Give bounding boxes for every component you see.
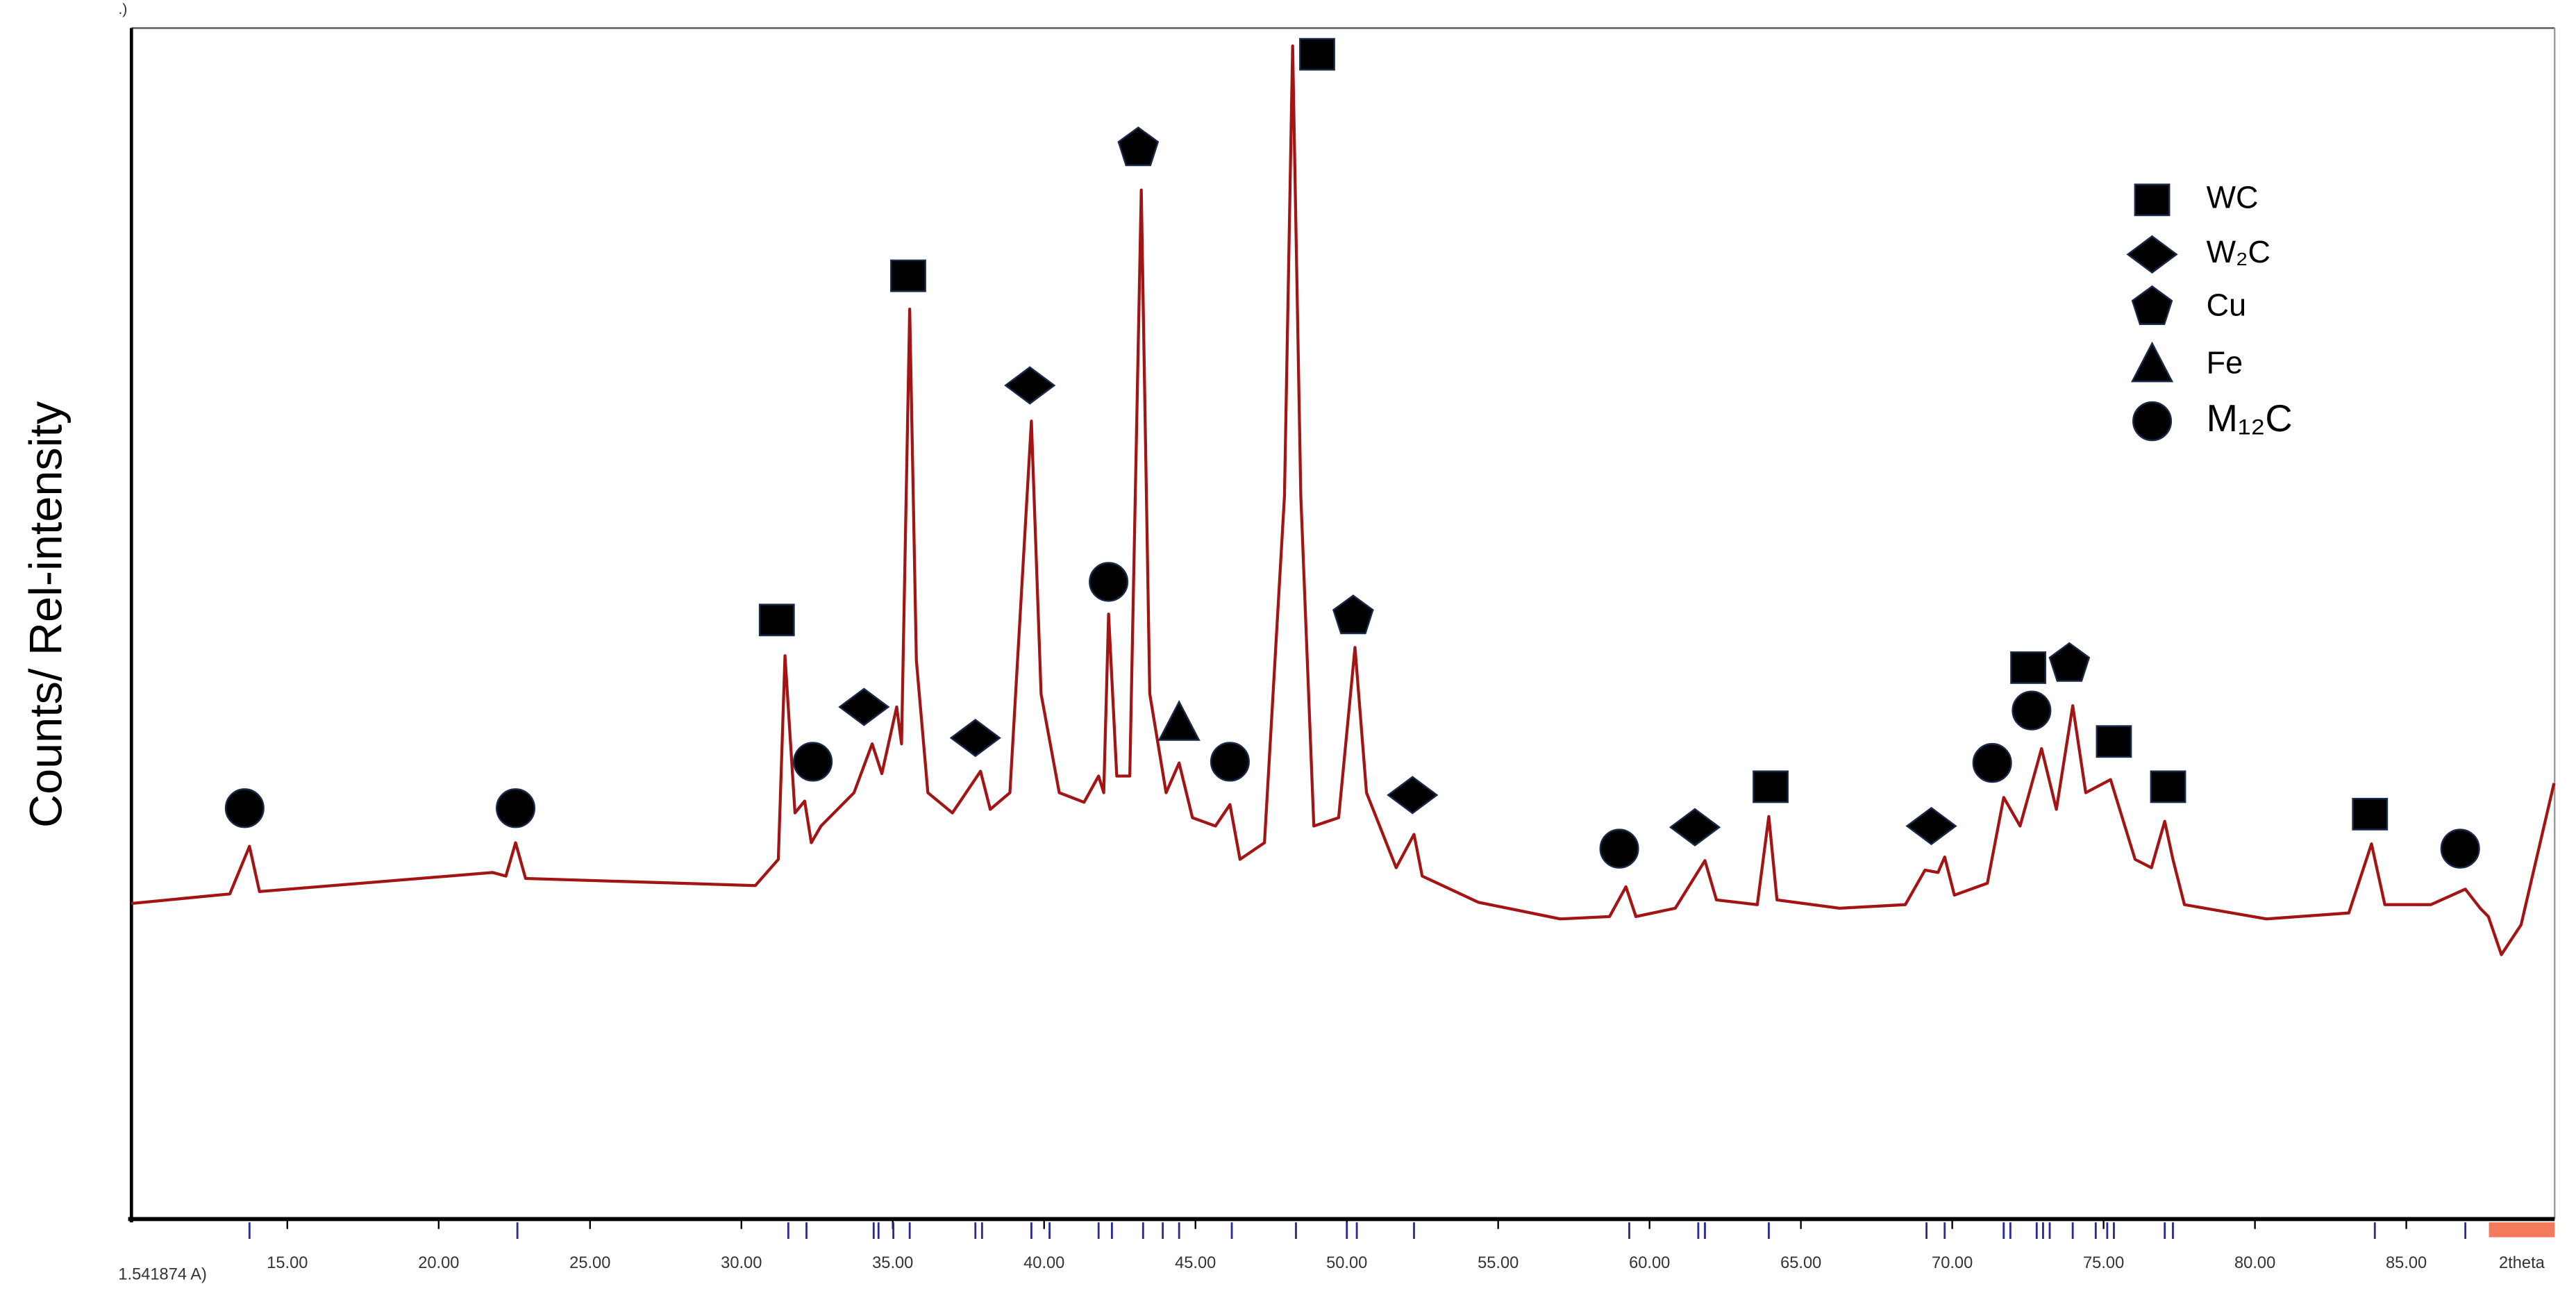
x-tick-label: 65.00 — [1780, 1254, 1821, 1272]
x-tick-label: 15.00 — [267, 1254, 308, 1272]
x-tick-label: 35.00 — [872, 1254, 913, 1272]
x-tick-label: 50.00 — [1326, 1254, 1367, 1272]
phase-marker — [2048, 642, 2091, 682]
phase-marker — [224, 788, 265, 828]
phase-marker — [1004, 366, 1056, 405]
x-tick-label: 25.00 — [569, 1254, 610, 1272]
scroll-marker — [2489, 1222, 2555, 1238]
phase-marker — [2010, 651, 2046, 684]
phase-marker — [838, 688, 890, 726]
phase-marker — [1599, 828, 1639, 869]
phase-marker — [1210, 742, 1250, 782]
legend-marker — [2134, 183, 2171, 217]
x-tick-label: 70.00 — [1932, 1254, 1973, 1272]
x-tick-label: 45.00 — [1175, 1254, 1216, 1272]
x-tick-label: 80.00 — [2234, 1254, 2275, 1272]
phase-marker — [1332, 594, 1374, 635]
x-axis-label: 2theta — [2499, 1254, 2545, 1272]
legend-label: M₁₂C — [2207, 397, 2293, 440]
phase-marker — [1117, 126, 1160, 167]
phase-marker — [949, 718, 1001, 758]
legend-marker — [2131, 285, 2173, 325]
phase-marker — [1972, 742, 2012, 783]
phase-marker — [758, 603, 795, 637]
phase-marker — [1299, 38, 1335, 71]
phase-marker — [2096, 725, 2132, 758]
corner-text: .) — [118, 1, 127, 17]
diffraction-line — [131, 44, 2556, 956]
phase-marker — [890, 259, 926, 292]
phase-marker — [1905, 806, 1957, 846]
phase-marker — [1668, 808, 1721, 847]
legend-label: W₂C — [2207, 234, 2270, 269]
wavelength-text: 1.541874 A) — [118, 1266, 207, 1284]
phase-marker — [1753, 770, 1789, 803]
phase-marker — [2352, 797, 2389, 831]
legend-marker — [2130, 341, 2174, 383]
y-axis-label: Counts/ Rel-intensity — [21, 401, 72, 828]
x-tick-label: 40.00 — [1023, 1254, 1064, 1272]
phase-marker — [1387, 776, 1439, 815]
phase-marker — [1089, 562, 1129, 602]
legend-label: Cu — [2207, 287, 2246, 322]
phase-marker — [2012, 690, 2052, 731]
legend-label: WC — [2207, 180, 2259, 215]
x-tick-label: 55.00 — [1478, 1254, 1519, 1272]
phase-marker — [2440, 828, 2480, 869]
phase-marker — [496, 788, 536, 828]
x-tick-label: 75.00 — [2083, 1254, 2124, 1272]
legend-marker — [2126, 235, 2178, 274]
phase-marker — [793, 742, 833, 782]
x-tick-label: 30.00 — [721, 1254, 762, 1272]
x-tick-label: 85.00 — [2386, 1254, 2427, 1272]
legend-label: Fe — [2207, 345, 2243, 381]
legend-marker — [2132, 401, 2173, 442]
x-tick-label: 60.00 — [1629, 1254, 1670, 1272]
phase-marker — [2150, 770, 2186, 803]
phase-marker — [1157, 700, 1201, 741]
x-tick-label: 20.00 — [418, 1254, 459, 1272]
